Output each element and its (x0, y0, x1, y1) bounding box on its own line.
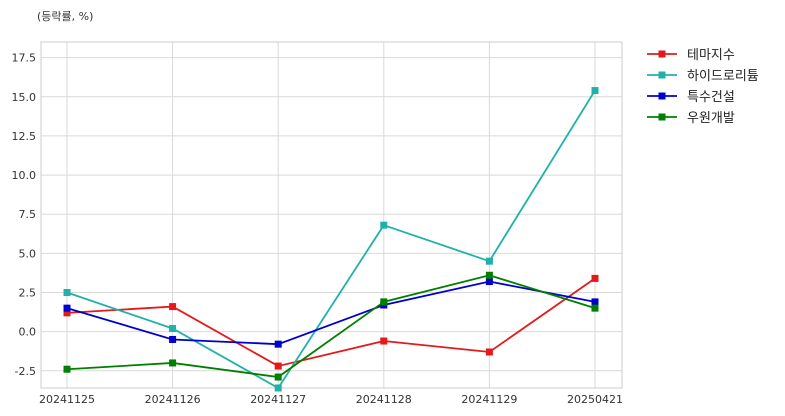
x-tick-label: 20241128 (356, 393, 412, 406)
legend-marker (658, 113, 666, 121)
y-axis-ticks: -2.5 0.0 2.5 5.0 7.5 10.0 12.5 15.0 17.5 (12, 52, 37, 378)
series-3 (63, 278, 599, 348)
data-point (380, 298, 388, 306)
legend-label: 테마지수 (687, 48, 735, 63)
x-tick-label: 20241129 (461, 393, 517, 406)
series-4 (63, 271, 599, 381)
y-tick-label: 5.0 (19, 247, 37, 260)
unit-label: (등락률, %) (37, 10, 93, 23)
data-point (485, 257, 493, 265)
series-line (66, 280, 596, 346)
data-point (591, 304, 599, 312)
data-point (591, 87, 599, 95)
y-tick-label: 17.5 (12, 52, 37, 65)
legend-marker (658, 50, 666, 58)
x-axis-ticks: 20241125 20241126 20241127 20241128 20241129… (39, 393, 623, 406)
data-point (63, 365, 71, 373)
legend-item: 특수건설 (647, 90, 735, 105)
data-point (63, 288, 71, 296)
x-tick-label: 20241125 (39, 393, 95, 406)
data-point (63, 304, 71, 312)
data-point (274, 362, 282, 370)
series-line (66, 277, 596, 368)
series-1 (63, 274, 599, 370)
legend-item: 우원개발 (647, 111, 735, 126)
data-point (591, 274, 599, 282)
data-point (169, 359, 177, 367)
data-point (274, 340, 282, 348)
y-tick-label: 7.5 (19, 208, 37, 221)
data-point (380, 221, 388, 229)
grid (41, 42, 622, 388)
data-point (169, 303, 177, 311)
y-tick-label: 10.0 (12, 169, 37, 182)
data-point (380, 337, 388, 345)
legend-label: 하이드로리튬 (687, 69, 759, 84)
y-tick-label: 15.0 (12, 91, 37, 104)
y-tick-label: 0.0 (19, 326, 37, 339)
data-point (485, 278, 493, 286)
series-line (66, 274, 596, 378)
data-point (169, 335, 177, 343)
data-point (274, 384, 282, 392)
data-point (274, 373, 282, 381)
plot-frame (40, 41, 623, 389)
y-tick-label: 12.5 (12, 130, 37, 143)
y-tick-label: -2.5 (15, 365, 36, 378)
x-tick-label: 20241126 (145, 393, 201, 406)
legend-item: 테마지수 (647, 48, 735, 63)
data-point (63, 309, 71, 317)
legend-label: 특수건설 (687, 90, 735, 105)
x-tick-label: 20250421 (567, 393, 623, 406)
legend-marker (658, 92, 666, 100)
data-point (591, 298, 599, 306)
series-lines (63, 87, 599, 392)
data-point (485, 348, 493, 356)
legend-marker (658, 71, 666, 79)
x-tick-label: 20241127 (250, 393, 306, 406)
y-tick-label: 2.5 (19, 286, 37, 299)
series-2 (63, 87, 599, 392)
series-line (66, 90, 596, 390)
data-point (169, 325, 177, 333)
legend-item: 하이드로리튬 (647, 69, 759, 84)
legend-label: 우원개발 (687, 111, 735, 126)
data-point (485, 271, 493, 279)
